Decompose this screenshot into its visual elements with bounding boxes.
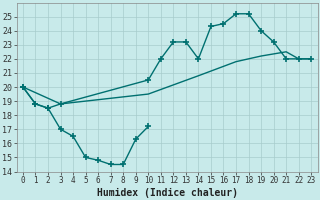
X-axis label: Humidex (Indice chaleur): Humidex (Indice chaleur) <box>97 187 237 198</box>
